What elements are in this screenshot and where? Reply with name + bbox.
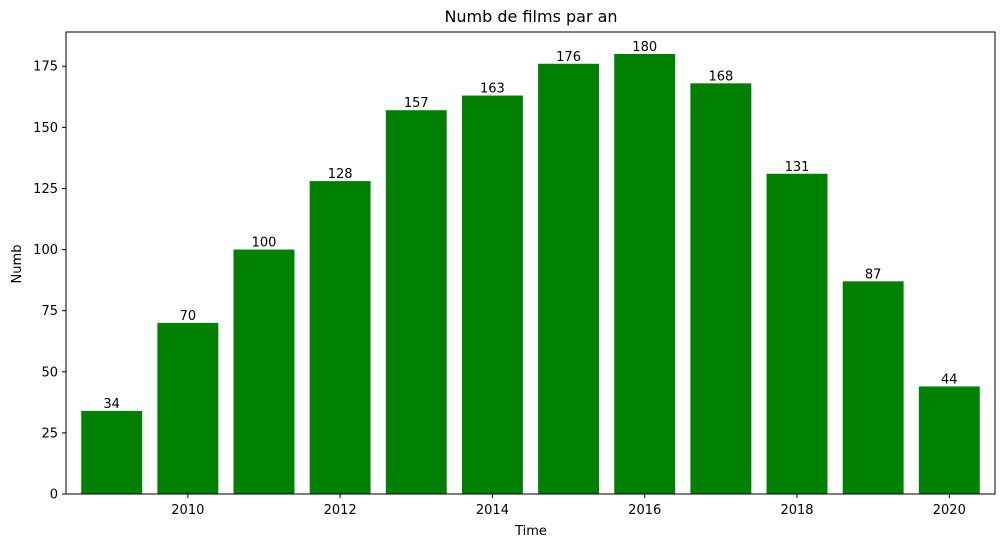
bar (233, 249, 295, 494)
data-label: 168 (708, 69, 733, 84)
plot-frame (65, 31, 996, 495)
data-label: 100 (252, 236, 277, 251)
data-label: 157 (404, 96, 429, 111)
data-label: 163 (480, 82, 505, 97)
bar (614, 54, 676, 494)
bar (157, 322, 219, 494)
plot-area: 34 70 100 128 157 163 176 180 168 131 87 44 0 25 50 75 1… (33, 31, 996, 518)
x-tick-label: 2010 (171, 503, 204, 518)
y-tick-label: 125 (33, 182, 58, 197)
bar (385, 110, 447, 494)
data-label: 87 (865, 267, 882, 282)
x-tick-label: 2014 (476, 503, 509, 518)
x-tick-label: 2012 (324, 503, 357, 518)
bar (461, 95, 523, 495)
y-axis-label: Numb (10, 245, 25, 284)
y-tick-label: 25 (41, 426, 58, 441)
bar (766, 173, 828, 494)
x-axis-label: Time (514, 524, 547, 539)
y-tick-label: 75 (41, 304, 58, 319)
bar (690, 83, 752, 494)
bar (81, 410, 143, 494)
data-label: 176 (556, 50, 581, 65)
y-tick-label: 0 (50, 488, 58, 503)
y-tick-label: 175 (33, 60, 58, 75)
x-tick-label: 2020 (933, 503, 966, 518)
data-label: 44 (941, 372, 958, 387)
x-tick-label: 2018 (780, 503, 813, 518)
data-label: 131 (785, 160, 810, 175)
bar (309, 181, 371, 494)
data-label: 128 (328, 167, 353, 182)
y-tick-label: 50 (41, 365, 58, 380)
data-label: 34 (103, 397, 120, 412)
y-tick-label: 150 (33, 121, 58, 136)
x-tick-label: 2016 (628, 503, 661, 518)
data-label: 180 (632, 40, 657, 55)
bar (538, 63, 600, 495)
y-tick-label: 100 (33, 243, 58, 258)
bar (842, 281, 904, 494)
chart-title: Numb de films par an (444, 7, 617, 26)
data-label: 70 (180, 309, 197, 324)
bar (918, 386, 980, 494)
